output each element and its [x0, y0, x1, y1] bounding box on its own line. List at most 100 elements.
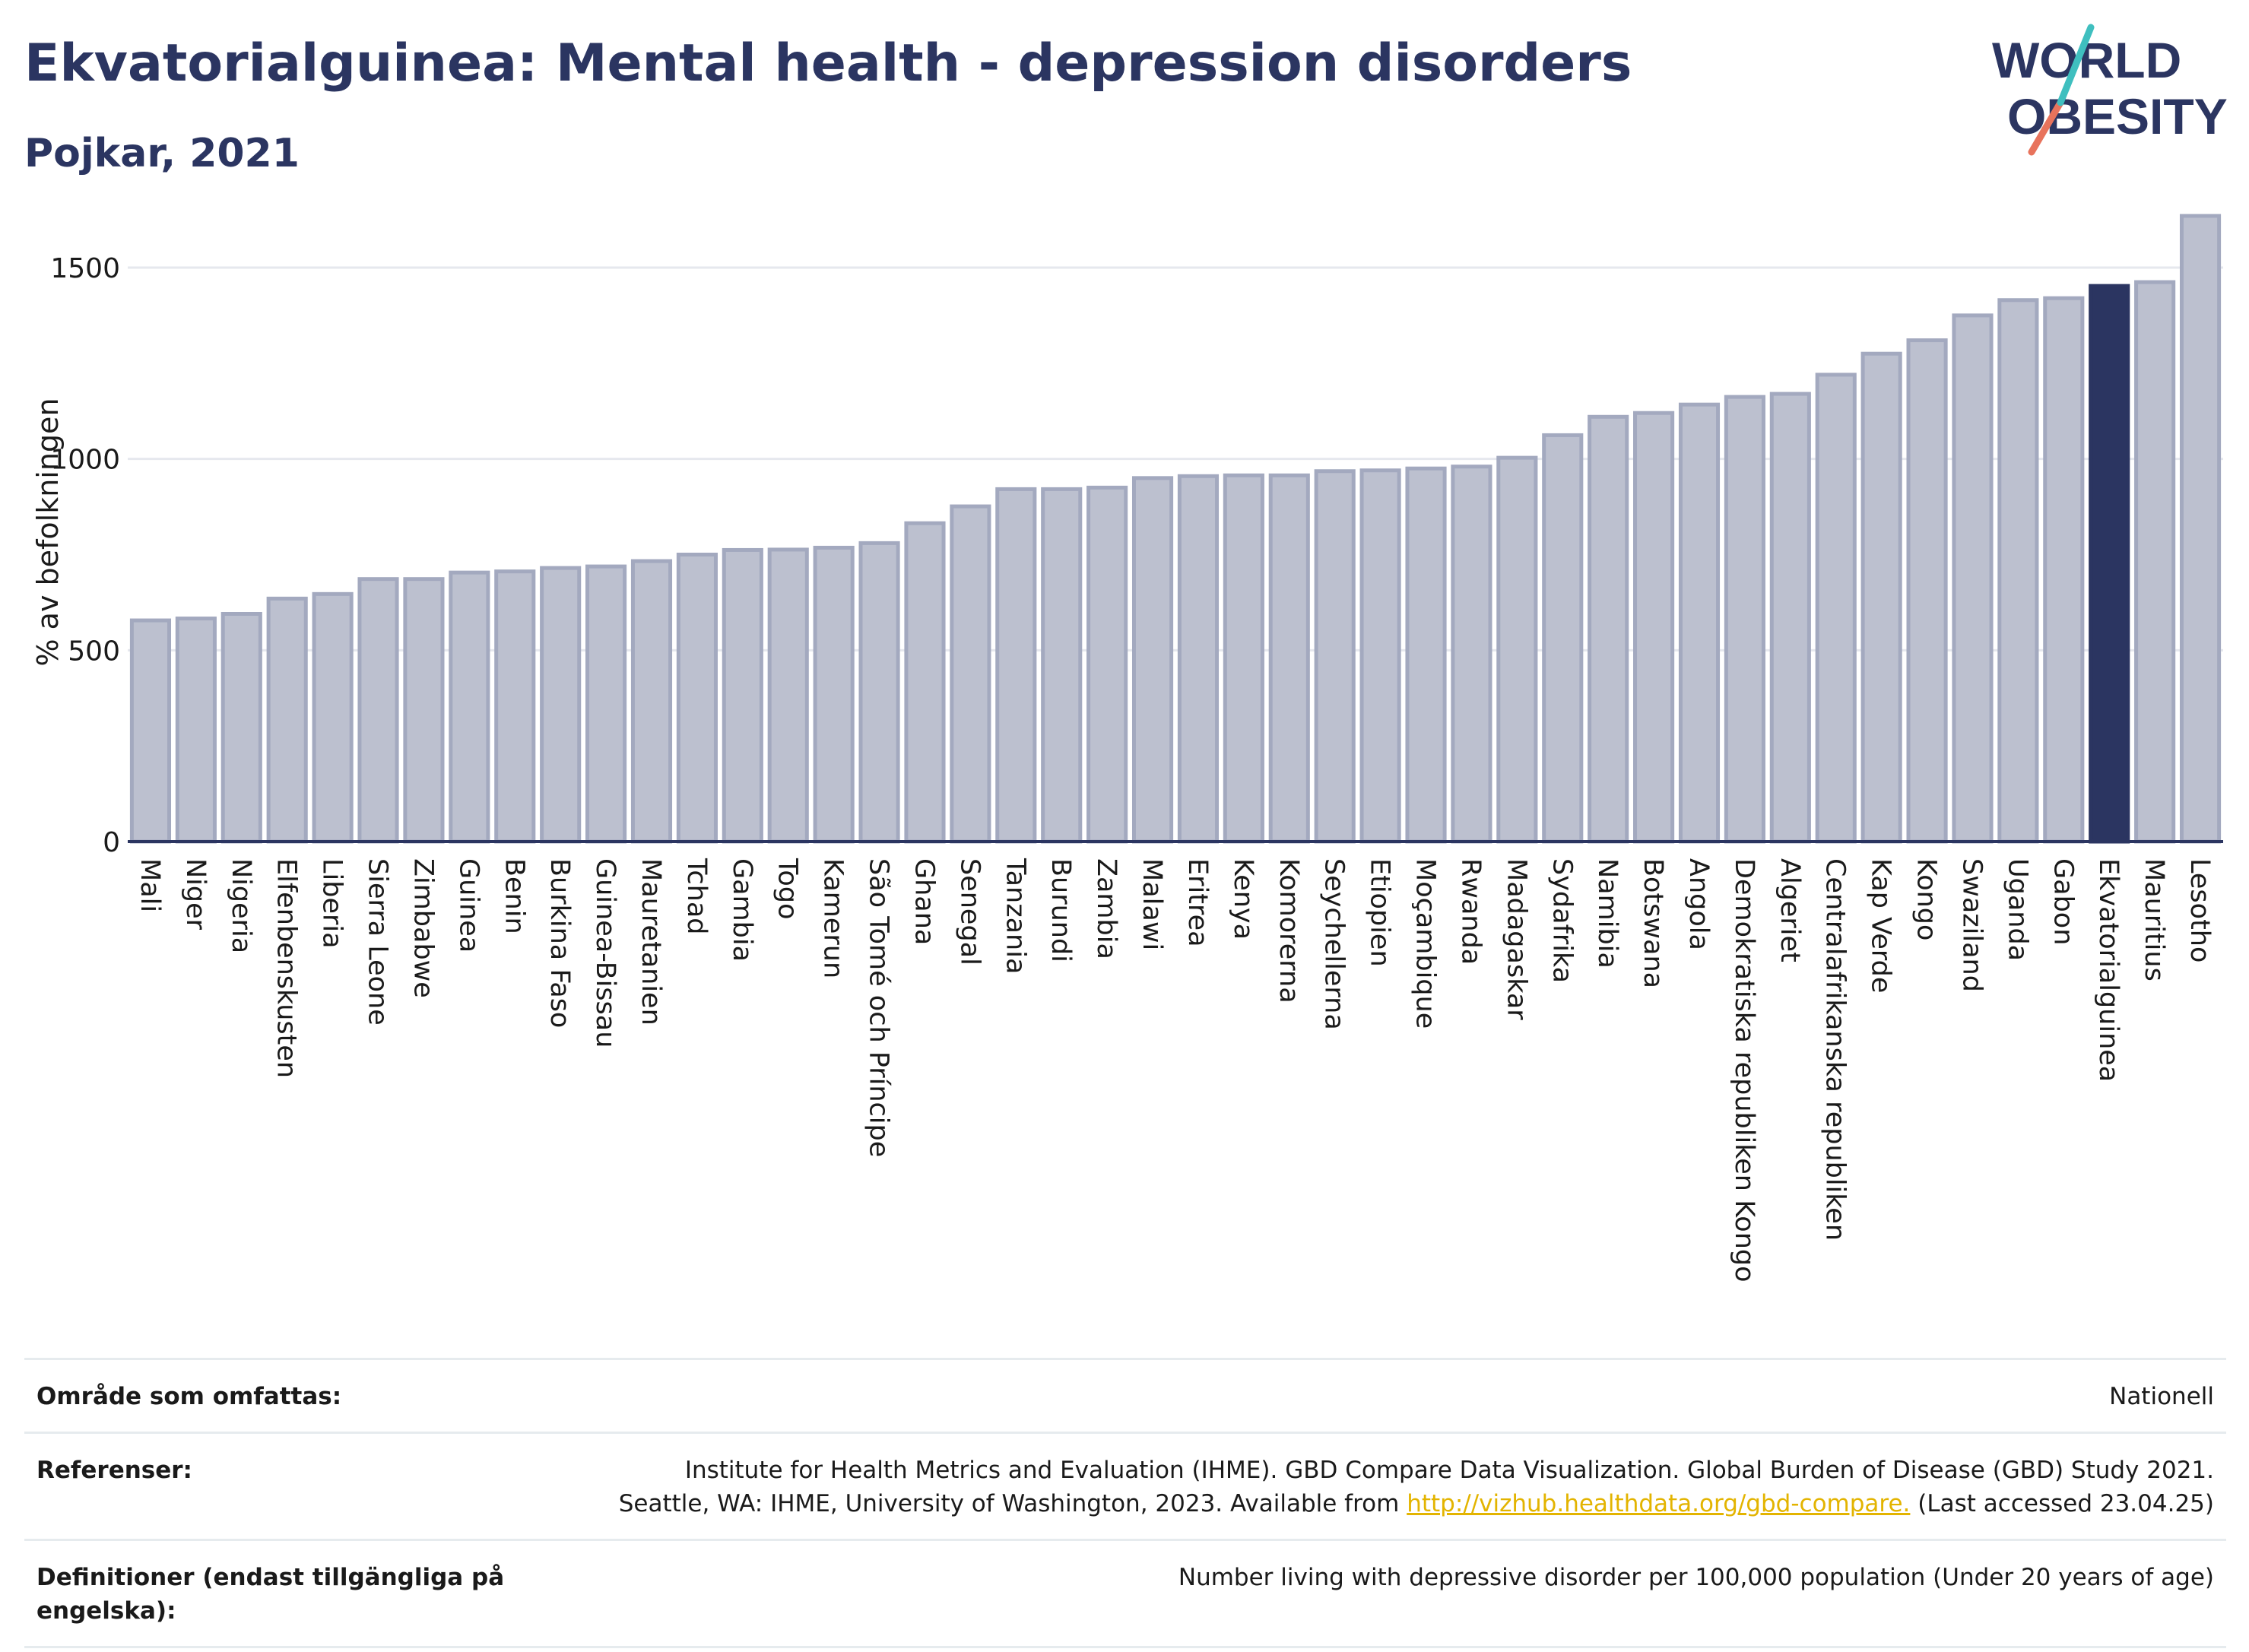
bar [722, 547, 763, 844]
x-tick-label: Elfenbenskusten [271, 858, 302, 1078]
x-tick-label: Gabon [2048, 858, 2078, 945]
reference-line-1: Institute for Health Metrics and Evaluat… [684, 1457, 2214, 1484]
bar [357, 577, 399, 844]
x-tick-label: Algeriet [1775, 858, 1805, 962]
bar [1041, 487, 1083, 844]
bar [1633, 411, 1675, 844]
x-tick-label: Ghana [909, 858, 939, 945]
bar-chart: 0 500 1000 1500 Mali Niger Nigeria Elfenbensku… [31, 214, 2223, 1283]
area-label: Område som omfattas: [36, 1383, 342, 1410]
logo-slash-teal [2057, 24, 2095, 106]
reference-line-2: Seattle, WA: IHME, University of Washing… [619, 1487, 2214, 1520]
bar [2134, 280, 2176, 844]
bar [1359, 468, 1401, 844]
y-tick-label: 1500 [50, 253, 120, 284]
y-axis-label: % av befolkningen [31, 398, 65, 666]
bar [266, 596, 308, 844]
x-tick-label: Nigeria [226, 858, 256, 953]
area-value: Nationell [2109, 1383, 2214, 1410]
x-tick-label: Kongo [1911, 858, 1942, 940]
bars [129, 214, 2222, 844]
bar [1997, 298, 2039, 844]
x-tick-label: Tchad [681, 858, 712, 935]
x-tick-label: Ekvatorialguinea [2093, 858, 2124, 1082]
reference-accessed: (Last accessed 23.04.25) [1910, 1490, 2214, 1517]
x-tick-label: Zimbabwe [408, 858, 438, 998]
x-tick-label: Niger [180, 858, 211, 931]
chart-subtitle: Pojkar, 2021 [24, 131, 300, 176]
bar [950, 504, 991, 844]
x-tick-label: Mauritius [2139, 858, 2169, 981]
x-tick-label: Kenya [1228, 858, 1258, 940]
bar [1177, 474, 1220, 844]
bar [1223, 473, 1264, 844]
logo-slash-red [2028, 99, 2064, 156]
footer-row-definitions: Definitioner (endast tillgängliga på eng… [24, 1539, 2226, 1648]
bar [403, 577, 445, 844]
x-tick-label: Namibia [1592, 858, 1623, 969]
x-tick-label: Burundi [1045, 858, 1076, 962]
x-tick-label: Guinea-Bissau [590, 858, 620, 1048]
x-tick-label: Gambia [727, 858, 757, 962]
bar [312, 591, 354, 844]
x-tick-label: Togo [772, 858, 803, 919]
x-tick-label: Uganda [2002, 858, 2032, 961]
footer-row-references: Referenser: Institute for Health Metrics… [24, 1432, 2226, 1539]
bar [449, 570, 490, 844]
bar [1086, 485, 1128, 844]
x-tick-label: Malawi [1137, 858, 1167, 950]
x-tick-label: Swaziland [1956, 858, 1987, 992]
x-tick-label: Demokratiska republiken Kongo [1729, 858, 1759, 1283]
bar [1860, 351, 1902, 844]
y-tick-label: 1000 [50, 445, 120, 476]
x-tick-label: Moçambique [1410, 858, 1441, 1029]
reference-link[interactable]: http://vizhub.healthdata.org/gbd-compare… [1407, 1490, 1911, 1517]
bar [1724, 395, 1765, 844]
bar [676, 552, 718, 844]
x-tick-label: Etiopien [1365, 858, 1395, 967]
y-tick-label: 500 [68, 636, 120, 667]
x-tick-label: Angola [1683, 858, 1714, 950]
x-tick-label: Madagaskar [1501, 858, 1531, 1020]
references-label: Referenser: [36, 1457, 192, 1484]
chart-title: Ekvatorialguinea: Mental health - depres… [24, 33, 1632, 94]
bar [1314, 469, 1356, 844]
x-tick-label: Tanzania [1000, 858, 1030, 974]
footer-table: Område som omfattas: Nationell Referense… [24, 1358, 2226, 1648]
x-tick-label: Komorerna [1274, 858, 1304, 1004]
x-tick-label: Guinea [453, 858, 484, 953]
references-value: Institute for Health Metrics and Evaluat… [619, 1454, 2214, 1520]
bar [540, 566, 582, 844]
x-tick-label: Sierra Leone [363, 858, 393, 1026]
bar [2179, 214, 2222, 844]
x-tick-label: Burkina Faso [544, 858, 575, 1028]
bar [1769, 392, 1811, 844]
x-tick-label: Mali [135, 858, 165, 912]
x-tick-label: Benin [499, 858, 529, 934]
bar [630, 559, 673, 844]
bar [1906, 338, 1948, 844]
reference-text: Seattle, WA: IHME, University of Washing… [618, 1490, 1407, 1517]
bar [813, 545, 855, 844]
bar [175, 617, 217, 844]
bar [1405, 466, 1447, 844]
x-tick-label: Centralafrikanska republiken [1820, 858, 1851, 1241]
x-tick-label: Eritrea [1182, 858, 1213, 947]
x-tick-label: Mauretanien [636, 858, 666, 1026]
bar [1496, 455, 1538, 844]
x-tick-label: Kamerun [818, 858, 849, 978]
bar [1952, 313, 1994, 844]
definitions-label: Definitioner (endast tillgängliga på eng… [36, 1564, 505, 1625]
bar [129, 618, 172, 844]
bar [1268, 473, 1310, 844]
bar [1815, 373, 1857, 844]
y-tick-labels: 0 500 1000 1500 [50, 253, 120, 858]
footer-row-area: Område som omfattas: Nationell [24, 1358, 2226, 1432]
bar [1451, 465, 1492, 844]
x-tick-label: Rwanda [1455, 858, 1486, 965]
bar [1542, 433, 1584, 844]
definitions-value: Number living with depressive disorder p… [1178, 1564, 2214, 1591]
x-tick-label: Lesotho [2184, 858, 2215, 962]
bar [2043, 296, 2085, 844]
x-tick-label: Liberia [317, 858, 347, 949]
